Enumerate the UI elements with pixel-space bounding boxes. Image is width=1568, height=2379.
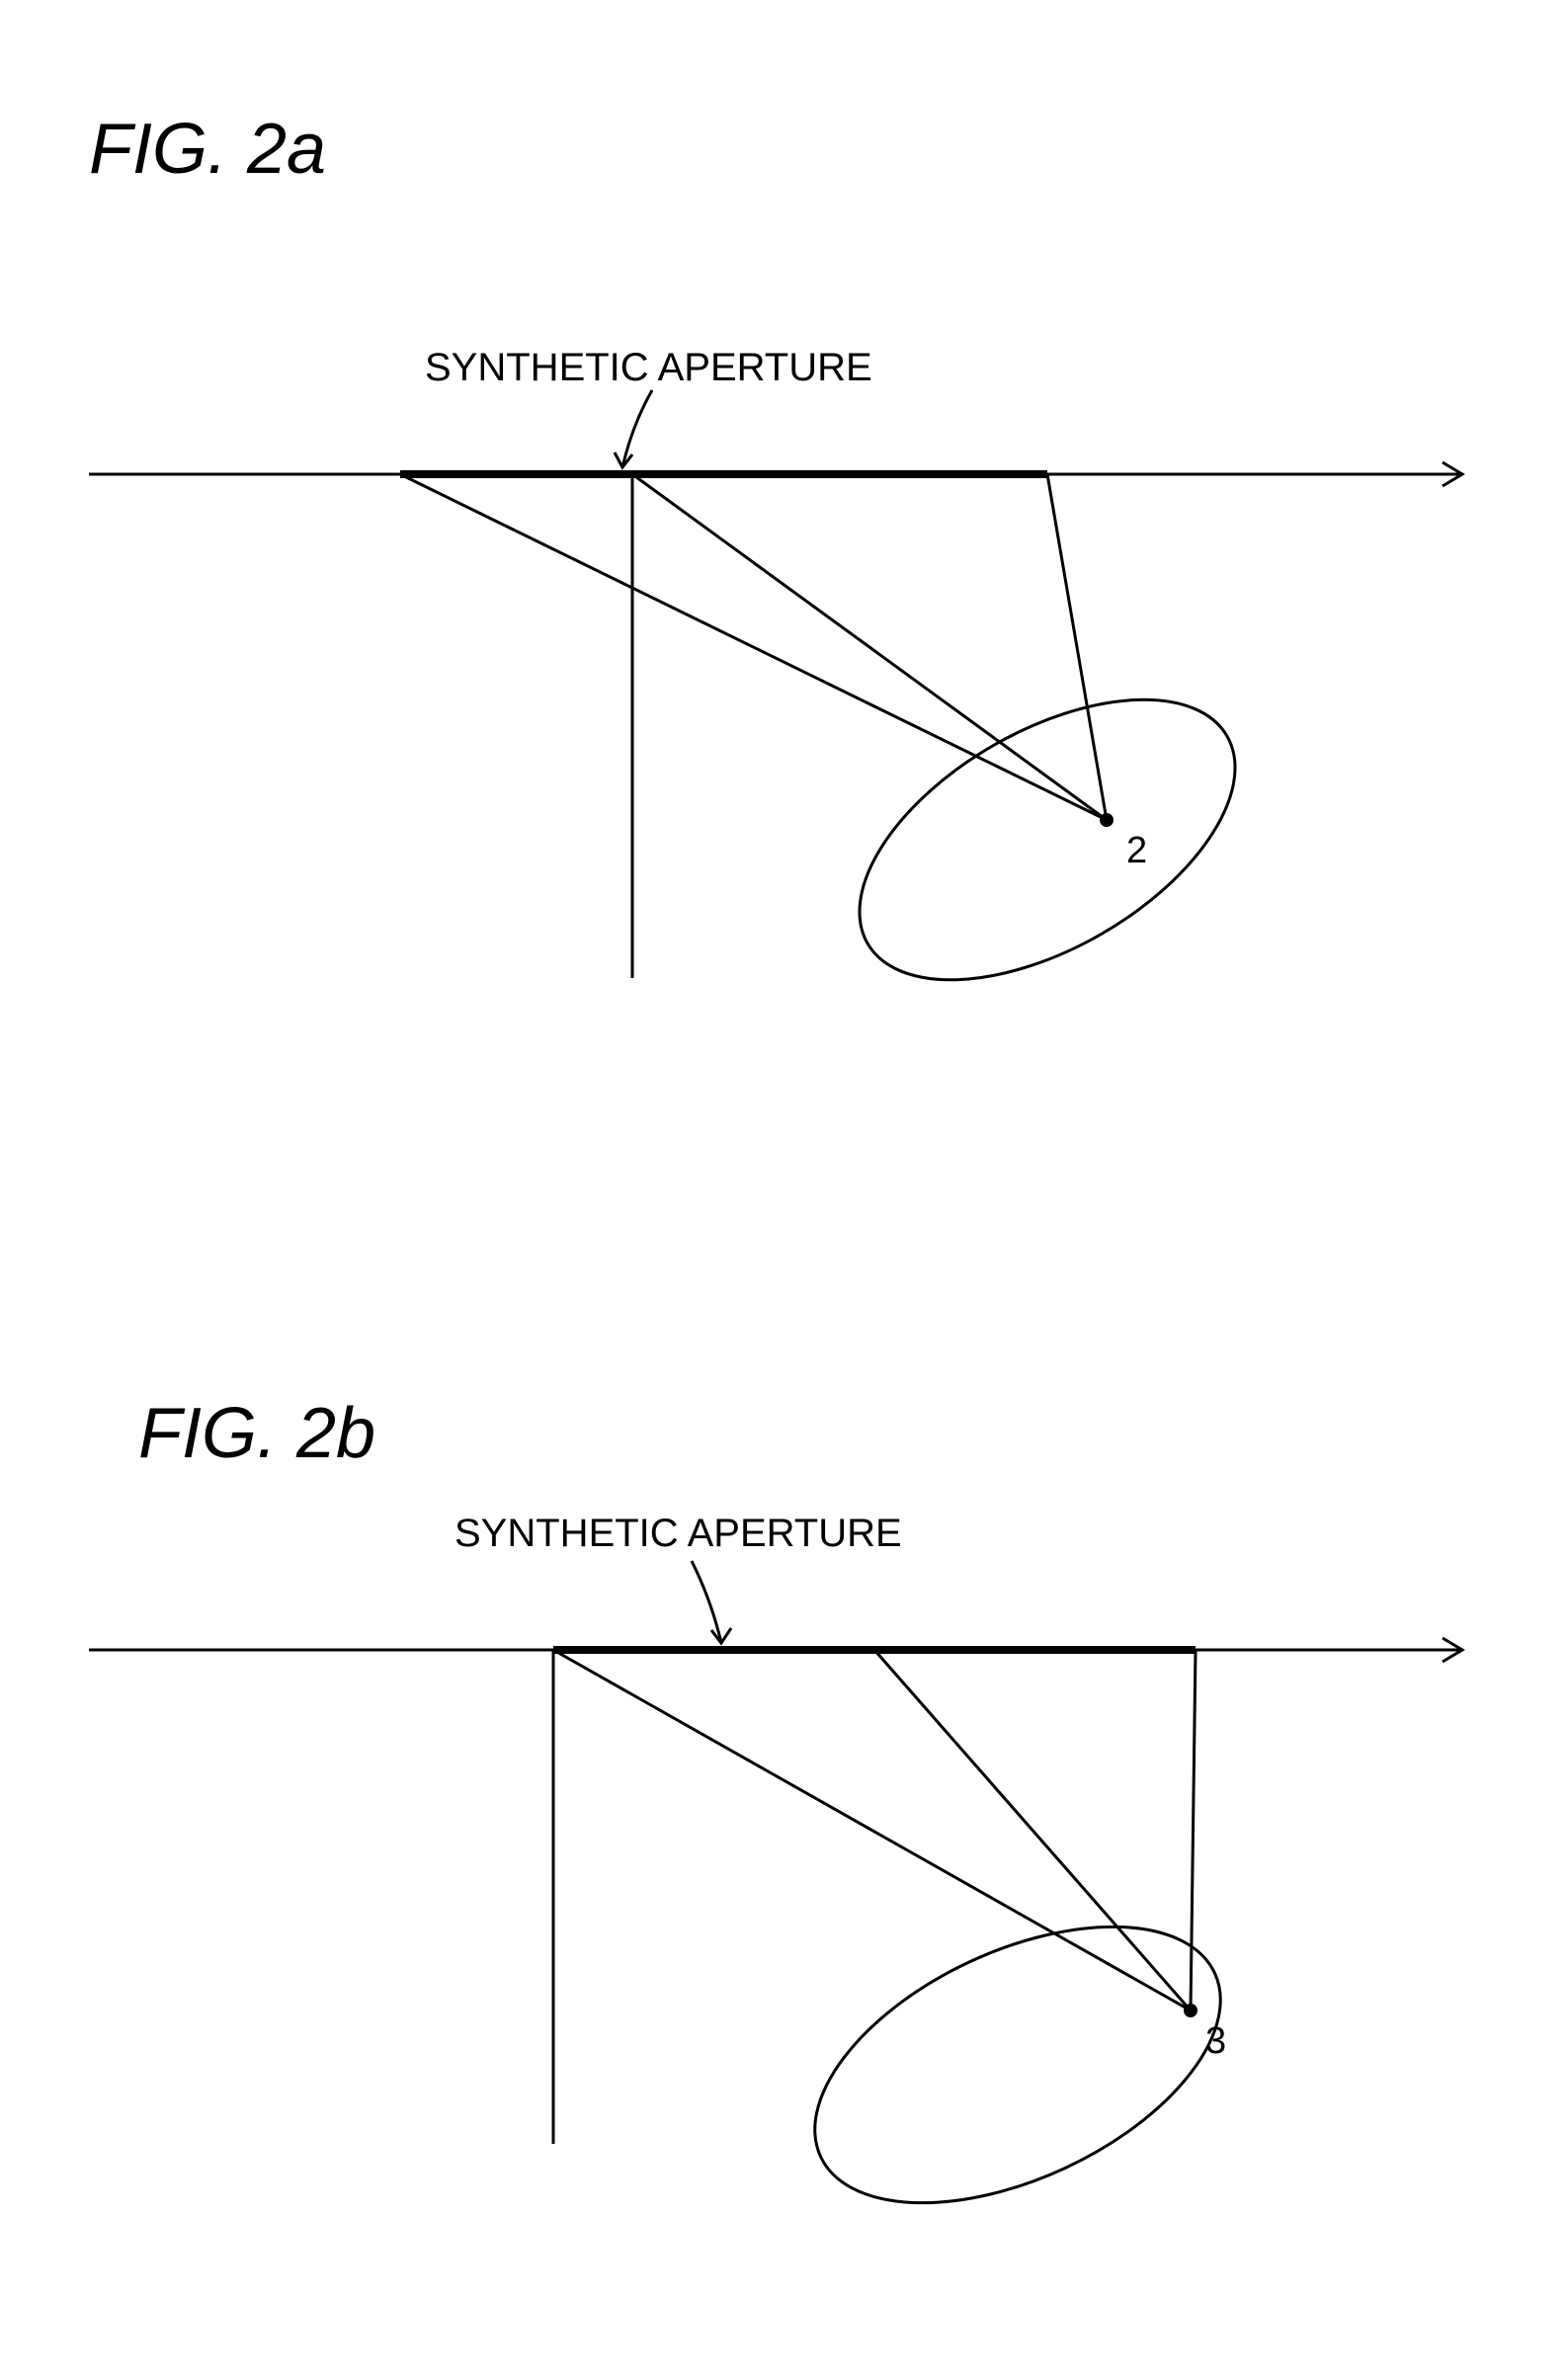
fig2a-ray-center [632,474,1107,820]
diagram-svg [0,0,1568,2379]
fig2a-leader-arrow [622,390,652,467]
fig2a-ray-right [1047,474,1107,820]
fig2b-ray-right [1191,1650,1196,2010]
fig2b-ellipse [773,1870,1263,2259]
fig2b-ray-center [874,1650,1191,2010]
fig2b-leader-arrow [692,1561,721,1643]
figure-2a-group [89,390,1462,1037]
fig2b-target-point [1184,2004,1197,2017]
fig2a-ray-left [400,474,1107,820]
fig2b-leader-arrowhead [711,1628,731,1643]
fig2a-ellipse [813,642,1281,1038]
fig2b-ray-left [553,1650,1191,2010]
fig2a-target-point [1100,813,1114,827]
figure-2b-group [89,1561,1462,2259]
